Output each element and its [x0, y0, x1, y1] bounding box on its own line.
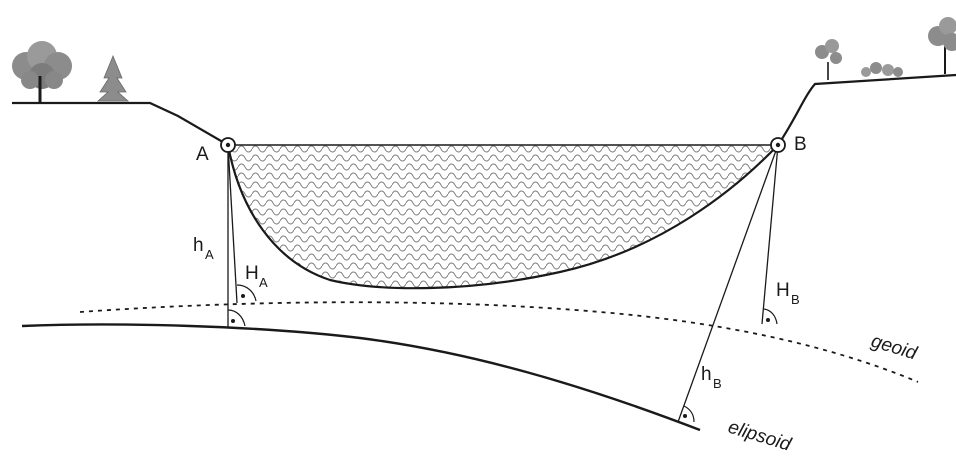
- ellipsoid-label: elipsoid: [726, 417, 795, 456]
- tree-icon: [12, 41, 72, 102]
- survey-point-a: [220, 137, 236, 153]
- geoid-line: [79, 301, 919, 383]
- shrub-icon: [815, 39, 842, 80]
- svg-text:h: h: [193, 235, 204, 256]
- survey-point-b: [770, 137, 786, 153]
- label-H-a: H A: [245, 263, 268, 290]
- conifer-icon: [96, 54, 130, 102]
- label-H-b: H B: [776, 280, 800, 307]
- ellipsoid-line: [21, 323, 701, 432]
- ellipsoid-normal-b: [677, 144, 779, 423]
- label-h-a: h A: [193, 235, 214, 262]
- right-angle-marker-hb: [763, 308, 778, 325]
- point-b-label: B: [794, 134, 807, 155]
- tree-icon: [928, 17, 956, 74]
- label-h-b: h B: [701, 364, 722, 391]
- svg-text:H: H: [776, 280, 790, 301]
- plumb-line-b: [761, 144, 779, 325]
- svg-text:B: B: [791, 292, 800, 307]
- right-angle-marker-b-ellipsoid: [683, 405, 695, 423]
- svg-text:H: H: [245, 263, 259, 284]
- svg-text:B: B: [713, 376, 722, 391]
- right-angle-marker-a-ellipsoid: [227, 309, 246, 327]
- svg-text:A: A: [259, 275, 268, 290]
- plumb-line-a: [227, 144, 238, 304]
- shrub-icon: [861, 62, 903, 77]
- right-angle-marker-ha: [236, 284, 257, 302]
- svg-text:A: A: [205, 247, 214, 262]
- point-a-label: A: [196, 144, 209, 165]
- geoid-label: geoid: [869, 331, 921, 365]
- svg-text:h: h: [701, 364, 712, 385]
